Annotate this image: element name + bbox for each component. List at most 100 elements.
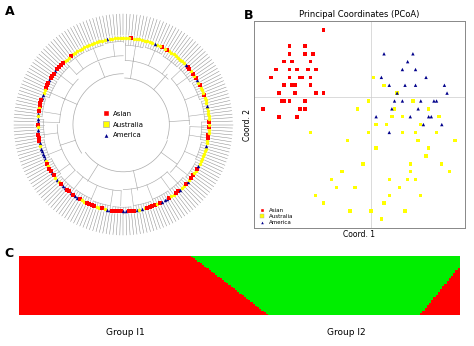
Point: [267, 75, 275, 80]
Point: [401, 208, 409, 214]
Point: [393, 90, 401, 96]
Point: [301, 106, 309, 112]
Point: [388, 114, 396, 119]
Point: [385, 130, 393, 135]
Point: [385, 193, 393, 198]
Point: [412, 177, 419, 182]
Point: [301, 98, 309, 104]
Point: [278, 98, 285, 104]
Point: [354, 106, 362, 112]
Point: [446, 169, 454, 174]
Point: [425, 114, 432, 119]
Point: [367, 208, 374, 214]
Point: [438, 161, 446, 167]
Legend: Asian, Australia, America: Asian, Australia, America: [100, 108, 146, 141]
Point: [414, 137, 422, 143]
Point: [433, 130, 440, 135]
Point: [391, 106, 398, 112]
Point: [404, 59, 411, 64]
Point: [385, 82, 393, 88]
Circle shape: [89, 90, 157, 159]
Point: [286, 75, 293, 80]
Point: [407, 169, 414, 174]
Point: [378, 216, 385, 222]
Point: [359, 161, 367, 167]
Point: [399, 98, 406, 104]
Point: [430, 98, 438, 104]
Point: [333, 185, 340, 190]
Point: [320, 200, 328, 206]
Point: [407, 161, 414, 167]
Point: [293, 114, 301, 119]
Point: [409, 51, 417, 56]
Point: [291, 82, 299, 88]
Point: [307, 75, 314, 80]
Point: [425, 145, 432, 151]
Point: [425, 106, 432, 112]
Point: [417, 193, 425, 198]
Point: [414, 106, 422, 112]
Point: [344, 137, 351, 143]
Point: [393, 90, 401, 96]
Point: [436, 114, 443, 119]
Point: [428, 114, 435, 119]
Point: [328, 177, 335, 182]
Point: [380, 51, 388, 56]
Title: Principal Coordinates (PCoA): Principal Coordinates (PCoA): [299, 10, 419, 19]
Point: [422, 153, 430, 159]
Point: [370, 75, 377, 80]
Point: [288, 59, 296, 64]
Point: [286, 67, 293, 72]
Point: [312, 90, 319, 96]
Y-axis label: Coord. 2: Coord. 2: [243, 109, 252, 140]
Point: [275, 90, 283, 96]
Point: [281, 59, 288, 64]
Point: [385, 177, 393, 182]
Point: [443, 90, 451, 96]
Legend: Asian, Australia, America: Asian, Australia, America: [256, 207, 294, 226]
Point: [365, 98, 372, 104]
Point: [399, 130, 406, 135]
Point: [412, 82, 419, 88]
Point: [419, 122, 427, 127]
Point: [438, 122, 446, 127]
Point: [388, 106, 396, 112]
X-axis label: Coord. 1: Coord. 1: [343, 230, 375, 239]
Point: [275, 114, 283, 119]
Point: [286, 43, 293, 49]
Text: A: A: [5, 6, 15, 18]
Point: [404, 177, 411, 182]
Point: [299, 75, 306, 80]
Point: [296, 75, 304, 80]
Point: [291, 90, 299, 96]
Point: [451, 137, 459, 143]
Point: [407, 114, 414, 119]
Point: [441, 82, 448, 88]
Point: [380, 200, 388, 206]
Point: [373, 114, 380, 119]
Point: [320, 27, 328, 33]
Point: [273, 67, 280, 72]
Point: [301, 51, 309, 56]
Point: [307, 82, 314, 88]
Point: [346, 208, 354, 214]
Point: [351, 185, 359, 190]
Point: [396, 185, 403, 190]
Point: [365, 130, 372, 135]
Point: [378, 75, 385, 80]
Point: [312, 193, 319, 198]
Point: [433, 98, 440, 104]
Point: [286, 98, 293, 104]
Point: [296, 106, 304, 112]
Point: [288, 82, 296, 88]
Point: [293, 114, 301, 119]
Point: [281, 59, 288, 64]
Point: [380, 82, 388, 88]
Point: [320, 90, 328, 96]
Point: [417, 98, 425, 104]
Point: [312, 67, 319, 72]
Point: [417, 122, 425, 127]
Point: [259, 106, 267, 112]
Point: [310, 51, 317, 56]
Point: [307, 59, 314, 64]
